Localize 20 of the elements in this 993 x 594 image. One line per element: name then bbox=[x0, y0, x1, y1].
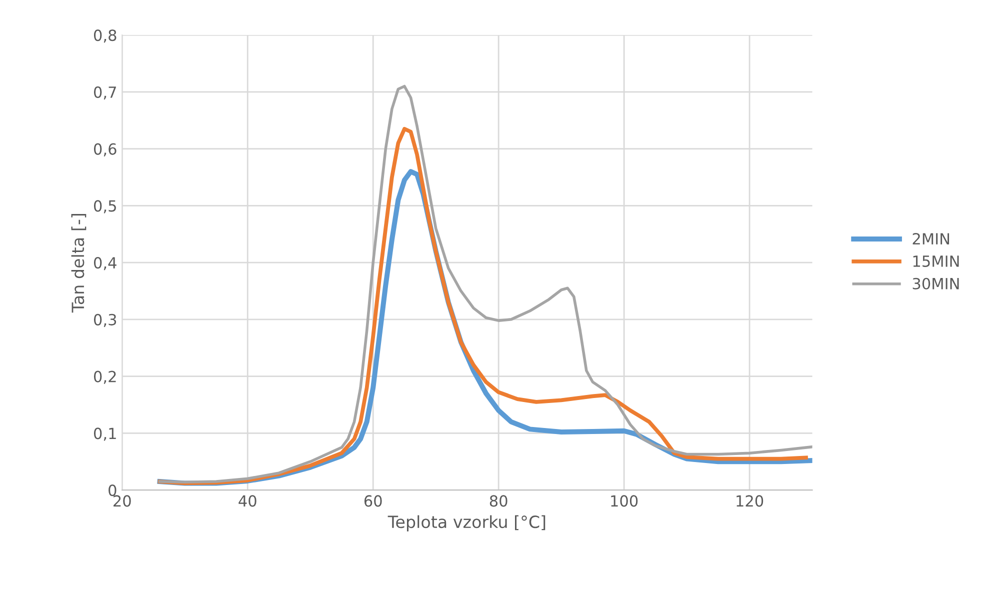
legend-label: 15MIN bbox=[913, 256, 959, 267]
y-axis-title: Tan delta [-] bbox=[71, 214, 86, 313]
legend-label: 30MIN bbox=[912, 278, 959, 290]
y-tick-label: 0,1 bbox=[94, 428, 116, 441]
y-tick-label: 0 bbox=[108, 484, 116, 496]
x-tick-label: 120 bbox=[736, 495, 764, 507]
x-tick-label: 100 bbox=[611, 495, 638, 507]
y-tick-label: 0,7 bbox=[94, 86, 116, 100]
y-tick-label: 0,3 bbox=[94, 314, 116, 328]
y-tick-label: 0,5 bbox=[94, 200, 116, 214]
x-tick-label: 80 bbox=[490, 495, 508, 507]
x-tick-label: 40 bbox=[238, 495, 256, 507]
y-tick-label: 0,4 bbox=[94, 257, 116, 270]
legend-label: 2MIN bbox=[912, 233, 950, 244]
x-tick-label: 60 bbox=[364, 495, 382, 507]
x-tick-label: 20 bbox=[114, 495, 131, 507]
y-tick-label: 0,8 bbox=[94, 30, 116, 43]
y-tick-label: 0,6 bbox=[94, 143, 116, 156]
y-tick-label: 0,2 bbox=[94, 370, 116, 384]
x-axis-title: Teplota vzorku [°C] bbox=[388, 515, 546, 532]
